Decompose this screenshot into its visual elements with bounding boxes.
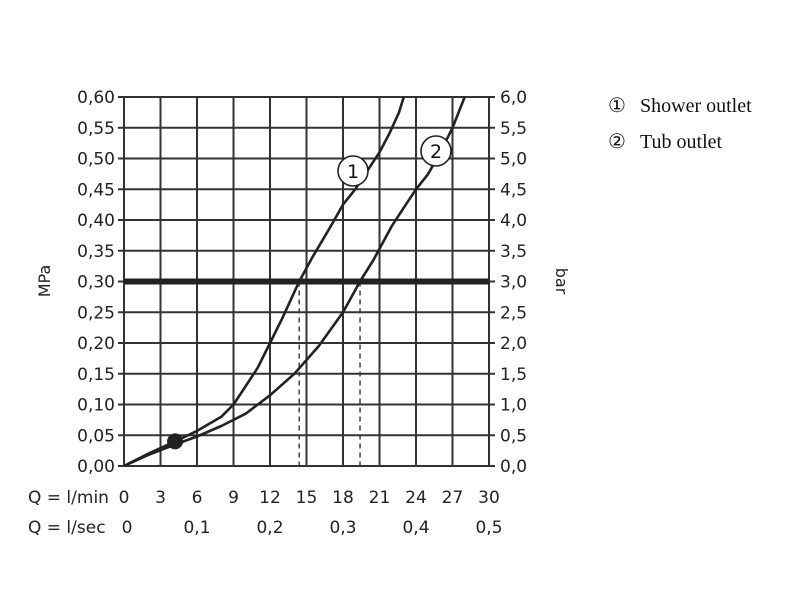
x-tick-label: 12: [259, 488, 281, 508]
x-tick-label: 21: [369, 488, 391, 508]
y-tick-label-left: 0,45: [77, 180, 115, 200]
reference-layer: [124, 278, 489, 466]
series-line-2: [123, 96, 466, 468]
y-tick-label-right: 4,0: [500, 211, 527, 231]
x-alt-tick-label: 0: [122, 518, 133, 538]
y-tick-label-right: 3,0: [500, 273, 527, 293]
y-tick-label-right: 3,5: [500, 242, 527, 262]
x-alt-tick-label: 0,1: [183, 518, 210, 538]
x-axis-unit-label: Q = l/min: [28, 488, 109, 508]
y-tick-label-left: 0,00: [77, 457, 115, 477]
y-tick-label-left: 0,35: [77, 242, 115, 262]
series-callout-number-1: 1: [347, 161, 359, 183]
start-point-marker: [167, 433, 184, 450]
y-tick-label-left: 0,10: [77, 396, 115, 416]
y-tick-label-right: 6,0: [500, 88, 527, 108]
tick-labels: 0,000,050,100,150,200,250,300,350,400,45…: [77, 88, 527, 538]
y-tick-label-right: 1,5: [500, 365, 527, 385]
y-axis-left-title: MPa: [35, 265, 54, 298]
y-tick-label-left: 0,55: [77, 119, 115, 139]
y-tick-label-right: 0,5: [500, 426, 527, 446]
y-tick-label-left: 0,50: [77, 150, 115, 170]
y-tick-label-left: 0,25: [77, 303, 115, 323]
x-alt-tick-label: 0,4: [402, 518, 429, 538]
legend-item-label: Shower outlet: [640, 95, 752, 117]
y-tick-label-right: 5,5: [500, 119, 527, 139]
y-tick-label-left: 0,30: [77, 273, 115, 293]
y-tick-label-left: 0,40: [77, 211, 115, 231]
x-tick-label: 30: [478, 488, 500, 508]
y-tick-label-left: 0,15: [77, 365, 115, 385]
x-tick-label: 24: [405, 488, 427, 508]
legend: ① Shower outlet ② Tub outlet: [608, 95, 752, 153]
series-callout-circle-2: [420, 135, 452, 167]
legend-item-symbol: ②: [608, 131, 626, 153]
legend-item-label: Tub outlet: [640, 131, 723, 153]
y-tick-label-right: 5,0: [500, 150, 527, 170]
y-tick-label-left: 0,05: [77, 426, 115, 446]
series-line-1: [123, 96, 406, 468]
y-tick-label-right: 1,0: [500, 396, 527, 416]
x-tick-label: 18: [332, 488, 354, 508]
x-tick-label: 27: [442, 488, 464, 508]
y-axis-right-title: bar: [552, 268, 571, 295]
legend-item-symbol: ①: [608, 95, 626, 117]
series-callouts: 12: [337, 135, 452, 187]
y-tick-label-right: 4,5: [500, 180, 527, 200]
series-layer: [123, 96, 466, 468]
y-tick-label-left: 0,20: [77, 334, 115, 354]
y-tick-label-right: 0,0: [500, 457, 527, 477]
y-tick-label-right: 2,5: [500, 303, 527, 323]
series-callout-number-2: 2: [430, 141, 442, 163]
x-alt-tick-label: 0,3: [329, 518, 356, 538]
x-alt-tick-label: 0,5: [475, 518, 502, 538]
y-tick-label-right: 2,0: [500, 334, 527, 354]
y-tick-label-left: 0,60: [77, 88, 115, 108]
x-axis-alt-unit-label: Q = l/sec: [28, 518, 106, 538]
x-tick-label: 6: [192, 488, 203, 508]
x-tick-label: 15: [296, 488, 318, 508]
series-callout-circle-1: [337, 155, 369, 187]
x-alt-tick-label: 0,2: [256, 518, 283, 538]
x-tick-label: 3: [155, 488, 166, 508]
x-tick-label: 9: [228, 488, 239, 508]
x-tick-label: 0: [119, 488, 130, 508]
